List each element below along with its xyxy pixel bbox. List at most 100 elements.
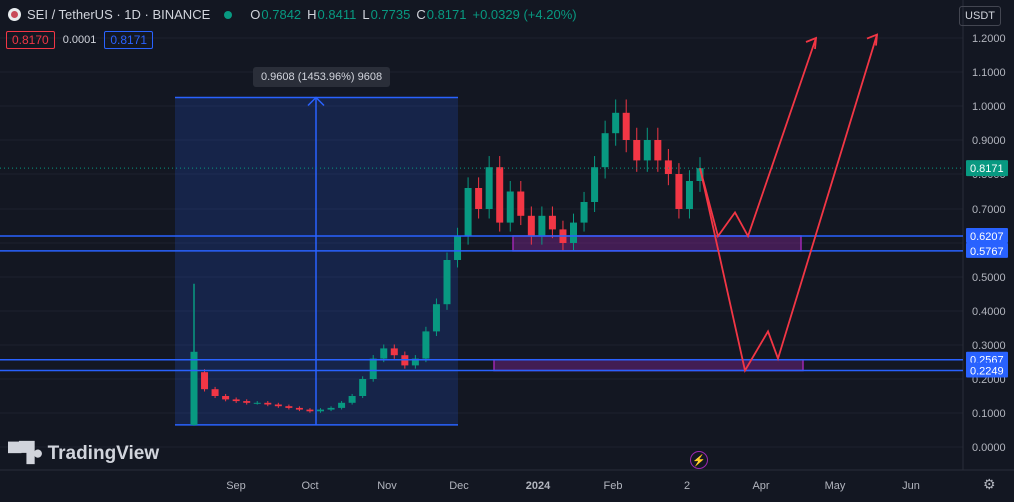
y-tick-label: 0.1000 [972,408,1006,420]
x-tick-label: 2024 [526,480,551,492]
high-label: H [307,7,317,22]
sei-logo-icon [8,8,21,21]
candle-body [601,133,609,168]
measure-arrow-head [307,96,325,107]
candle-body [232,399,240,402]
close-value: 0.8171 [426,7,467,22]
candle-body [432,304,440,332]
candle-body [211,389,219,396]
candle-body [348,396,356,403]
candle-body [664,160,672,174]
x-tick-label: Feb [604,480,623,492]
candle-body [548,215,556,230]
currency-button[interactable]: USDT [959,6,1001,26]
candle-body [390,348,398,356]
low-label: L [362,7,370,22]
support-zone[interactable] [512,235,802,252]
level-badge [966,227,1008,243]
y-tick-label: 0.3000 [972,340,1006,352]
projection-path[interactable] [699,34,878,373]
y-tick-label: 1.2000 [972,33,1006,45]
x-tick-label: Oct [301,480,318,492]
candle-body [591,167,599,202]
candle-body [359,379,367,396]
last-price-badge [966,160,1008,177]
candle-body [295,407,303,410]
level-badge [966,242,1008,258]
candle-body [517,191,525,216]
candle-body [538,215,546,237]
candle-body [527,215,535,237]
market-status-icon [224,10,233,19]
x-tick-label: Jun [902,480,920,492]
y-tick-label: 0.0000 [972,442,1006,454]
y-tick-label: 1.0000 [972,101,1006,113]
x-tick-label: Nov [377,480,397,492]
order-panel: 0.8170 0.0001 0.8171 [6,31,154,49]
candle-body [475,188,483,209]
x-tick-label: Sep [226,480,246,492]
level-badge-label: 0.6207 [970,231,1004,243]
symbol-title[interactable]: SEI / TetherUS · 1D · BINANCE [27,7,211,22]
candle-body [570,222,577,243]
y-tick-label: 0.7000 [972,204,1006,216]
high-value: 0.8411 [317,7,357,22]
tradingview-logo-icon: ▀▜● [8,443,44,464]
candle-body [675,174,683,209]
candle-body [317,409,324,412]
buy-button[interactable]: 0.8171 [104,31,154,49]
open-value: 0.7842 [261,7,302,22]
x-tick-label: May [825,480,846,492]
y-tick-label: 0.5000 [972,272,1006,284]
change-value: +0.0329 (+4.20%) [472,7,577,22]
y-tick-label: 0.4000 [972,306,1006,318]
level-badge-label: 0.5767 [970,246,1004,258]
low-value: 0.7735 [370,7,411,22]
tradingview-brand: ▀▜● TradingView [8,442,159,465]
candle-body [454,236,462,260]
spread-value: 0.0001 [62,34,97,46]
support-zone[interactable] [493,358,804,372]
candle-body [306,409,314,412]
candle-body [654,140,662,161]
candle-body [612,112,620,134]
projection-arrow-head [866,33,879,46]
candle-body [464,188,472,237]
candle-body [411,358,419,366]
candle-body [369,358,377,379]
close-label: C [416,7,426,22]
level-badge-label: 0.2249 [970,366,1004,378]
x-tick-label: 2 [684,480,690,492]
candle-body [622,112,630,140]
candle-body [380,348,388,359]
candle-body [422,331,430,359]
candle-body [243,401,251,403]
gear-icon[interactable]: ⚙ [983,476,996,492]
candle-body [274,404,282,407]
candle-body [696,168,704,181]
y-tick-label: 0.9000 [972,135,1006,147]
lightning-icon[interactable]: ⚡ [690,451,708,469]
x-tick-label: Apr [752,480,769,492]
candle-body [643,140,651,161]
sell-button[interactable]: 0.8170 [6,31,55,49]
projection-arrow-head [805,36,818,50]
candle-body [443,260,451,305]
candle-body [253,402,261,404]
brand-text: TradingView [47,442,160,464]
candle-body [264,402,272,405]
level-badge [966,362,1008,378]
candle-body [580,202,588,223]
candle-body [201,372,209,390]
candle-body [222,396,230,400]
candle-body [327,407,335,410]
measure-tooltip: 0.9608 (1453.96%) 9608 [253,67,391,87]
open-label: O [250,7,261,22]
candle-body [685,181,693,209]
y-tick-label: 1.1000 [972,67,1006,79]
x-tick-label: Dec [449,480,469,492]
projection-path[interactable] [699,37,817,239]
candle-body [496,167,504,223]
